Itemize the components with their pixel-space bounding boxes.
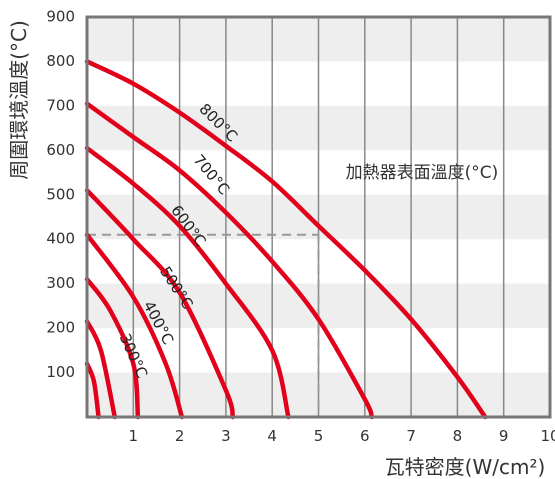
y-tick-label: 500 <box>46 185 75 203</box>
y-tick-label: 600 <box>46 141 75 159</box>
plot-frame <box>85 15 552 419</box>
x-tick-label: 9 <box>499 427 509 445</box>
x-tick-label: 6 <box>360 427 370 445</box>
y-tick-label: 800 <box>46 52 75 70</box>
x-tick-label: 10 <box>540 427 555 445</box>
curve-500 <box>84 188 236 420</box>
curve-unlabeled-7 <box>84 361 101 420</box>
x-tick-label: 2 <box>175 427 185 445</box>
curves <box>84 59 488 420</box>
curve-600 <box>84 145 291 420</box>
y-tick-label: 200 <box>46 319 75 337</box>
y-tick-label: 400 <box>46 230 75 248</box>
y-tick-label: 900 <box>46 8 75 26</box>
x-tick-labels: 1 2 3 4 5 6 7 8 9 10 <box>129 427 555 445</box>
x-tick-label: 4 <box>267 427 277 445</box>
grid-lines <box>132 17 505 417</box>
y-tick-label: 300 <box>46 274 75 292</box>
curve-unlabeled-6 <box>84 319 118 420</box>
surface-temperature-annotation: 加熱器表面溫度(°C) <box>346 163 499 183</box>
y-axis-title: 周圍環境溫度(°C) <box>7 20 31 180</box>
y-tick-labels: 100 200 300 400 500 600 700 800 900 <box>46 8 75 382</box>
x-tick-label: 7 <box>406 427 416 445</box>
x-tick-label: 5 <box>314 427 324 445</box>
x-tick-label: 1 <box>129 427 139 445</box>
x-axis-title: 瓦特密度(W/cm²) <box>385 455 546 479</box>
curve-400 <box>84 232 185 420</box>
curve-800 <box>84 59 488 420</box>
curve-700 <box>84 101 374 420</box>
x-tick-label: 8 <box>453 427 463 445</box>
y-tick-label: 700 <box>46 96 75 114</box>
guide-lines <box>87 233 320 417</box>
frame-rect <box>85 15 552 419</box>
x-tick-label: 3 <box>221 427 231 445</box>
curve-label: 700°C <box>190 151 234 198</box>
y-tick-label: 100 <box>46 363 75 381</box>
curve-300 <box>84 276 141 420</box>
